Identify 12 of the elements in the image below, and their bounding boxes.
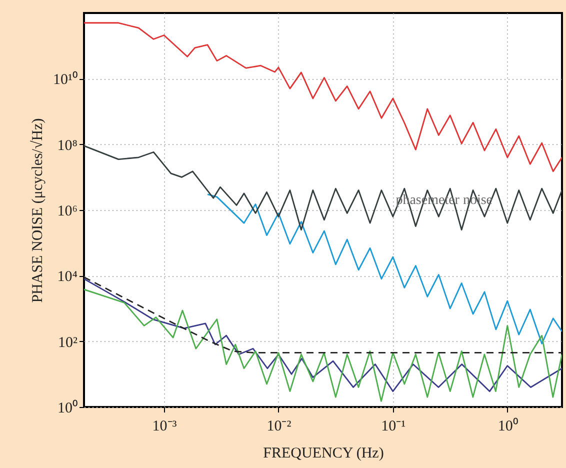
y-tick-label: 10²	[58, 334, 78, 351]
x-tick-label: 10⁻²	[266, 418, 292, 434]
x-axis-title: FREQUENCY (Hz)	[263, 446, 384, 462]
x-tick-label: 10⁰	[498, 418, 518, 434]
y-axis-title: PHASE NOISE (μcycles/√Hz)	[30, 118, 46, 303]
y-tick-label: 10⁰	[58, 400, 78, 416]
y-tick-label: 10⁸	[57, 138, 78, 154]
x-tick-label: 10⁻¹	[381, 418, 406, 434]
y-tick-label: 10⁴	[57, 269, 78, 286]
x-tick-label: 10⁻³	[152, 418, 178, 434]
y-tick-label: 10¹⁰	[53, 71, 78, 88]
y-tick-label: 10⁶	[57, 204, 78, 220]
